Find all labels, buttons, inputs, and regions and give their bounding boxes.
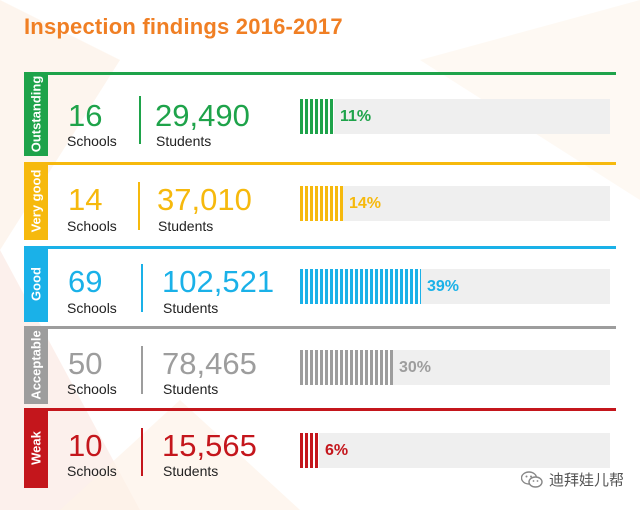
students-count: 37,010: [157, 182, 252, 217]
schools-label: Schools: [67, 218, 117, 234]
rating-row: Outstanding 16 Schools 29,490 Students 11%: [24, 72, 616, 156]
rating-tab: Good: [24, 246, 48, 322]
schools-count: 14: [68, 182, 103, 217]
percent-bar: [300, 269, 421, 304]
schools-label: Schools: [67, 300, 117, 316]
row-divider: [141, 428, 143, 476]
wechat-icon: [520, 470, 543, 489]
students-count: 29,490: [155, 98, 250, 133]
row-top-line: [24, 162, 616, 165]
row-divider: [138, 182, 140, 230]
rating-tab: Weak: [24, 408, 48, 488]
percent-label: 30%: [399, 359, 432, 376]
bar-track: [300, 186, 610, 221]
students-label: Students: [158, 218, 214, 234]
rating-row: Very good 14 Schools 37,010 Students 14%: [24, 162, 616, 240]
watermark: 迪拜娃儿帮: [520, 469, 624, 490]
schools-label: Schools: [67, 381, 117, 397]
row-top-line: [24, 326, 616, 329]
rating-label: Good: [28, 267, 44, 301]
students-label: Students: [163, 381, 219, 397]
percent-label: 11%: [340, 108, 372, 125]
rating-tab: Very good: [24, 162, 48, 240]
row-divider: [141, 264, 143, 312]
rating-row: Acceptable 50 Schools 78,465 Students 30%: [24, 326, 616, 404]
rating-label: Outstanding: [28, 75, 44, 153]
rating-tab: Acceptable: [24, 326, 48, 404]
schools-count: 16: [68, 98, 103, 133]
rating-label: Weak: [28, 431, 44, 465]
schools-count: 69: [68, 264, 103, 299]
schools-label: Schools: [67, 133, 117, 149]
students-label: Students: [163, 300, 219, 316]
rating-tab: Outstanding: [24, 72, 48, 156]
bar-track: [300, 433, 610, 468]
percent-bar: [300, 433, 319, 468]
rating-row: Weak 10 Schools 15,565 Students 6%: [24, 408, 616, 488]
rating-row: Good 69 Schools 102,521 Students 39%: [24, 246, 616, 322]
students-count: 78,465: [162, 346, 257, 381]
schools-count: 50: [68, 346, 103, 381]
rating-label: Acceptable: [28, 330, 44, 400]
students-label: Students: [156, 133, 212, 149]
schools-label: Schools: [67, 463, 117, 479]
rating-label: Very good: [28, 169, 44, 233]
percent-bar: [300, 350, 393, 385]
row-top-line: [24, 408, 616, 411]
row-top-line: [24, 72, 616, 75]
bar-track: [300, 99, 610, 134]
schools-count: 10: [68, 428, 103, 463]
page-title: Inspection findings 2016-2017: [24, 14, 343, 39]
percent-bar: [300, 186, 343, 221]
row-top-line: [24, 246, 616, 249]
row-divider: [141, 346, 143, 394]
students-count: 102,521: [162, 264, 275, 299]
percent-label: 39%: [427, 278, 460, 295]
percent-bar: [300, 99, 334, 134]
students-count: 15,565: [162, 428, 257, 463]
watermark-text: 迪拜娃儿帮: [548, 471, 624, 489]
students-label: Students: [163, 463, 219, 479]
row-divider: [139, 96, 141, 144]
percent-label: 14%: [349, 195, 382, 212]
percent-label: 6%: [325, 442, 349, 459]
